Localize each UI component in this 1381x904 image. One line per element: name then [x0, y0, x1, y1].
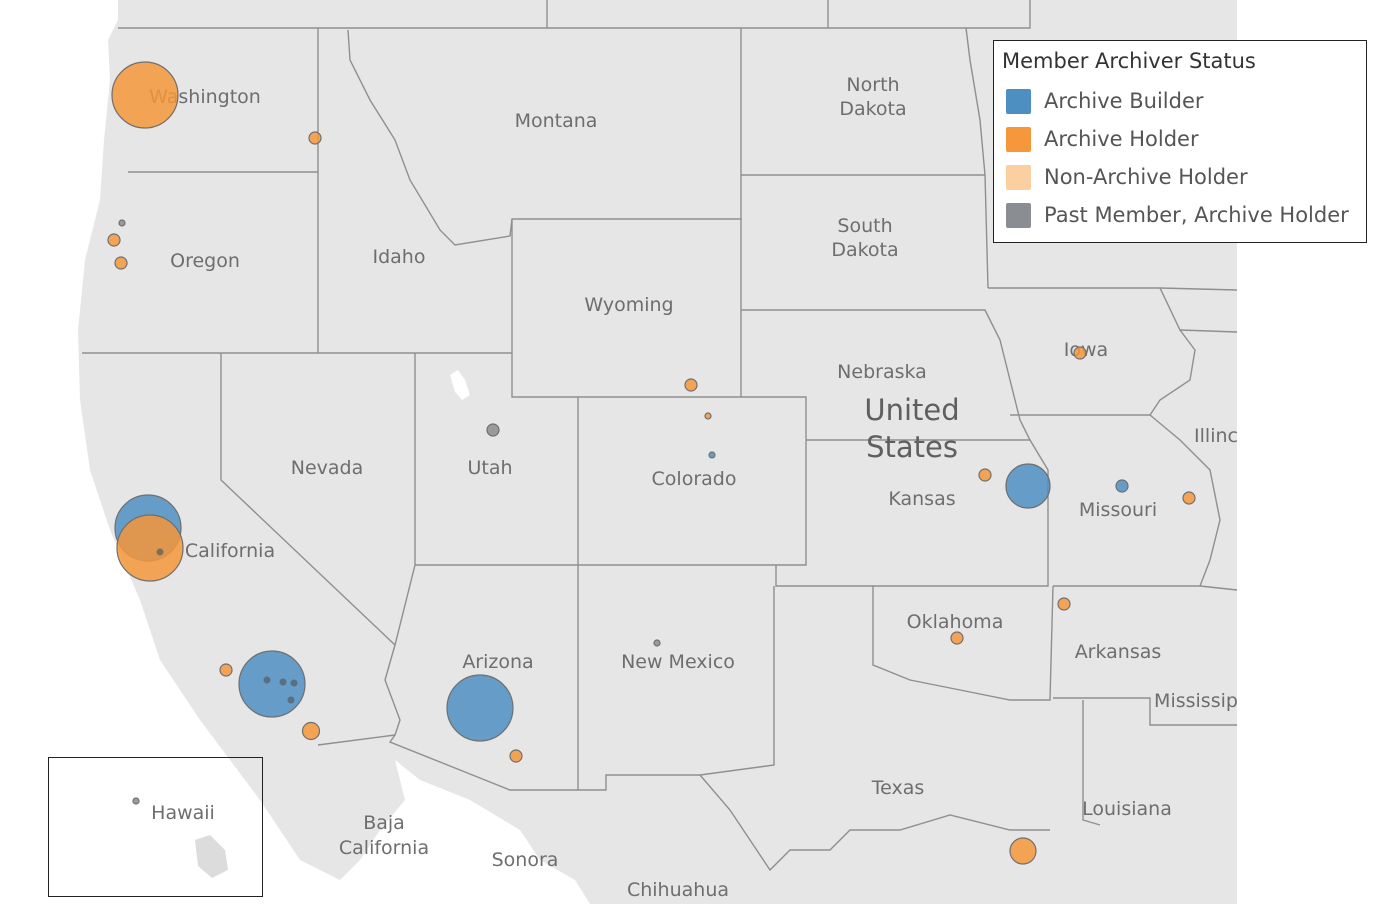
map-marker-dot [287, 696, 295, 704]
map-marker[interactable] [486, 423, 500, 437]
hawaii-inset [48, 757, 263, 897]
legend-swatch [1006, 202, 1031, 228]
region-label: Hawaii [151, 802, 215, 824]
region-label: Dakota [831, 239, 898, 261]
legend-item-past-member[interactable]: Past Member, Archive Holder [1006, 201, 1349, 229]
region-label: Dakota [839, 98, 906, 120]
map-marker-dot [290, 679, 298, 687]
region-label: New Mexico [621, 651, 735, 673]
map-marker[interactable] [118, 219, 126, 227]
region-label: Nevada [291, 457, 364, 479]
map-marker[interactable] [950, 631, 964, 645]
map-marker[interactable] [114, 256, 128, 270]
region-label: Idaho [373, 246, 426, 268]
region-label: California [185, 540, 275, 562]
map-marker[interactable] [978, 468, 992, 482]
region-labels: WashingtonMontanaNorthDakotaSouthDakotaO… [149, 74, 1238, 901]
region-label: Utah [467, 457, 512, 479]
map-marker[interactable] [684, 378, 698, 392]
map-marker[interactable] [1115, 479, 1129, 493]
map-marker[interactable] [1005, 463, 1051, 509]
map-marker[interactable] [107, 233, 121, 247]
map-marker[interactable] [219, 663, 233, 677]
map-marker[interactable] [509, 749, 523, 763]
map-marker[interactable] [308, 131, 322, 145]
map-marker[interactable] [1182, 491, 1196, 505]
region-label: Sonora [492, 849, 559, 871]
country-label: States [866, 430, 958, 464]
lake-utah [450, 370, 470, 400]
region-label: Illinc [1194, 425, 1238, 447]
region-label: Kansas [888, 488, 955, 510]
legend-label: Archive Holder [1044, 127, 1199, 151]
legend-item-archive-builder[interactable]: Archive Builder [1006, 87, 1204, 115]
map-marker[interactable] [1009, 837, 1037, 865]
legend-swatch [1006, 88, 1031, 114]
land-mass [78, 0, 1237, 904]
region-label: Wyoming [584, 294, 673, 316]
region-label: Missouri [1079, 499, 1157, 521]
region-label: Arizona [462, 651, 533, 673]
legend-item-non-archive-holder[interactable]: Non-Archive Holder [1006, 163, 1248, 191]
legend-item-archive-holder[interactable]: Archive Holder [1006, 125, 1199, 153]
region-label: Colorado [652, 468, 737, 490]
markers-layer [107, 61, 1196, 865]
region-label: Oregon [170, 250, 240, 272]
legend-swatch [1006, 126, 1031, 152]
map-marker[interactable] [301, 721, 321, 741]
region-label: Mississip [1154, 690, 1238, 712]
legend-label: Non-Archive Holder [1044, 165, 1248, 189]
map-marker[interactable] [132, 797, 140, 805]
state-borders [82, 0, 1238, 872]
region-label: Oklahoma [907, 611, 1004, 633]
legend-swatch [1006, 164, 1031, 190]
map-marker-dot [279, 678, 287, 686]
hawaii-island [195, 835, 228, 878]
region-label: Chihuahua [627, 879, 729, 901]
legend: Member Archiver Status Archive Builder A… [993, 40, 1367, 243]
region-label: South [837, 215, 892, 237]
map-marker-dot [156, 548, 164, 556]
legend-title: Member Archiver Status [1002, 49, 1256, 73]
map-marker[interactable] [1073, 346, 1087, 360]
map-marker[interactable] [653, 639, 661, 647]
legend-label: Past Member, Archive Holder [1044, 203, 1349, 227]
region-label: Baja [363, 812, 405, 834]
map-marker[interactable] [111, 61, 179, 129]
country-label: United [864, 393, 959, 427]
region-label: Arkansas [1075, 641, 1162, 663]
region-label: Montana [515, 110, 598, 132]
region-label: Nebraska [837, 361, 927, 383]
region-label: Iowa [1064, 339, 1108, 361]
map-marker[interactable] [1057, 597, 1071, 611]
map-marker[interactable] [708, 451, 716, 459]
region-label: Louisiana [1082, 798, 1172, 820]
map-marker[interactable] [116, 514, 184, 582]
region-label: Texas [871, 777, 925, 799]
map-marker[interactable] [704, 412, 712, 420]
map-marker-dot [263, 676, 271, 684]
region-label: California [339, 837, 429, 859]
region-label: North [846, 74, 899, 96]
legend-label: Archive Builder [1044, 89, 1204, 113]
map-marker[interactable] [446, 674, 514, 742]
